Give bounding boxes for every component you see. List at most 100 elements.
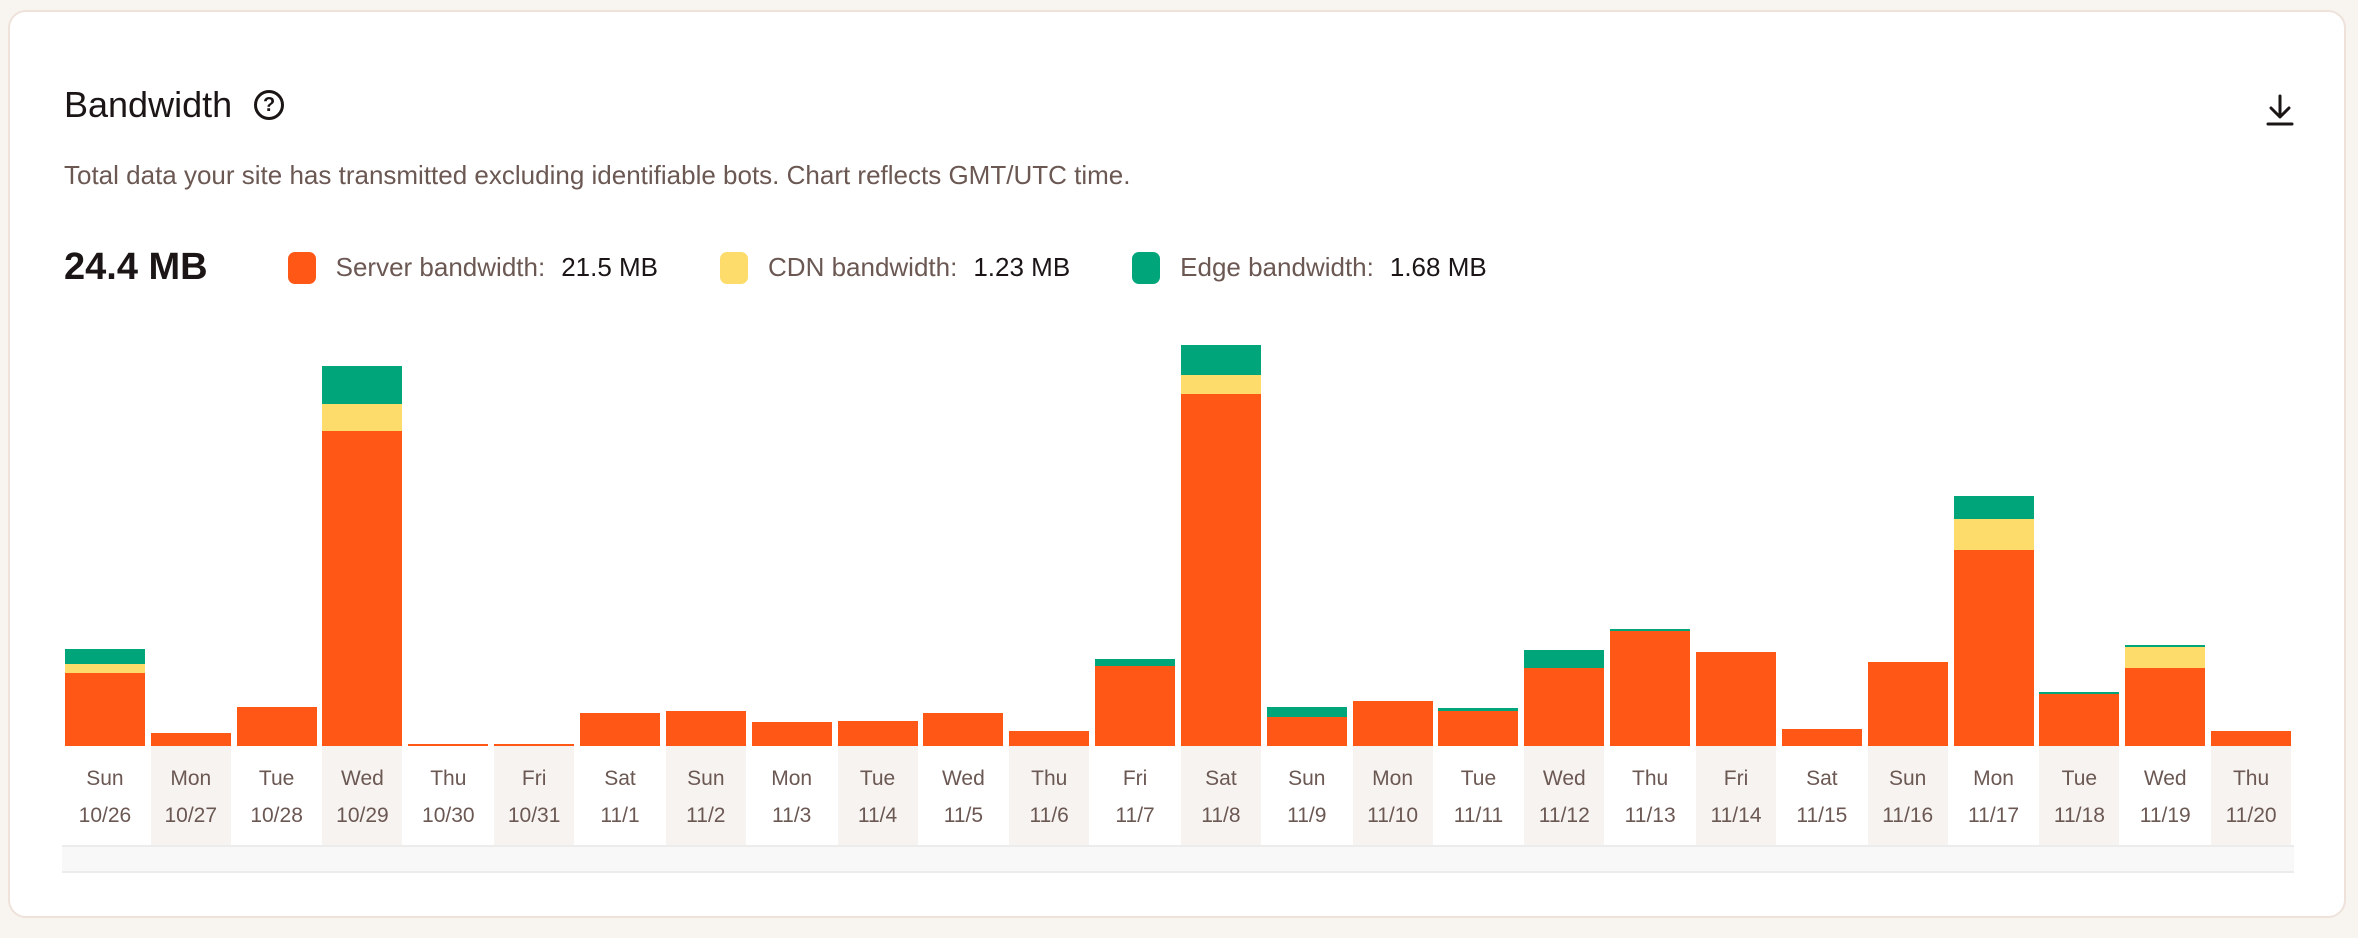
- card-title: Bandwidth: [64, 84, 233, 125]
- x-tick-date: 11/7: [1115, 804, 1155, 827]
- x-tick-label: Thu 11/20: [2211, 746, 2291, 845]
- bar-server-11-1[interactable]: [580, 712, 660, 746]
- bar-server-11-9[interactable]: [1266, 717, 1347, 746]
- bandwidth-chart: Sun 10/26 Mon 10/27 Tue 10/28 Wed 10/29 Thu 10/30…: [62, 300, 2294, 873]
- x-tick-date: 11/10: [1367, 804, 1419, 827]
- bar-server-11-6[interactable]: [1009, 731, 1090, 746]
- x-tick-label: Tue 10/28: [237, 746, 317, 845]
- x-tick-day: Fri: [521, 767, 547, 790]
- bar-server-11-8[interactable]: [1180, 393, 1261, 746]
- x-tick-date: 11/5: [943, 804, 984, 827]
- x-tick-day: Fri: [1723, 767, 1749, 790]
- x-tick-date: 11/19: [2139, 804, 2191, 827]
- bar-server-11-3[interactable]: [751, 721, 832, 746]
- bar-server-11-10[interactable]: [1352, 700, 1433, 746]
- bar-server-11-5[interactable]: [923, 712, 1004, 746]
- legend-value: 1.68 MB: [1389, 252, 1487, 282]
- bar-edge-10-29[interactable]: [322, 366, 403, 405]
- bar-server-11-18[interactable]: [2039, 693, 2120, 746]
- bar-server-11-4[interactable]: [837, 720, 918, 746]
- x-tick-label: Sun 11/2: [666, 746, 746, 845]
- x-tick-date: 11/9: [1287, 804, 1327, 827]
- bar-edge-11-12[interactable]: [1524, 649, 1605, 669]
- bar-server-11-14[interactable]: [1696, 652, 1776, 746]
- bar-cdn-11-8[interactable]: [1180, 375, 1261, 394]
- card-subtitle: Total data your site has transmitted exc…: [64, 160, 1131, 190]
- x-tick-day: Sun: [86, 767, 124, 790]
- x-tick-date: 10/26: [78, 804, 132, 827]
- bar-cdn-10-26[interactable]: [64, 663, 145, 673]
- x-tick-date: 11/17: [1968, 804, 2020, 827]
- header: Bandwidth ?: [64, 84, 285, 126]
- x-tick-day: Mon: [170, 767, 212, 790]
- x-tick-day: Thu: [1031, 767, 1068, 790]
- download-icon[interactable]: [2260, 90, 2300, 130]
- x-tick-label: Tue 11/18: [2039, 746, 2119, 845]
- x-tick-date: 10/30: [422, 804, 475, 827]
- x-tick-label: Sat 11/15: [1782, 746, 1862, 845]
- bar-server-11-15[interactable]: [1781, 729, 1862, 746]
- bar-cdn-10-29[interactable]: [322, 404, 403, 432]
- x-tick-label: Mon 11/3: [752, 746, 832, 845]
- x-tick-label: Tue 11/11: [1438, 746, 1518, 845]
- legend-swatch-cdn: [720, 251, 749, 284]
- bar-edge-11-11[interactable]: [1438, 708, 1519, 711]
- x-tick-label: Mon 10/27: [151, 746, 231, 845]
- x-tick-date: 11/14: [1710, 804, 1762, 827]
- x-tick-day: Thu: [430, 767, 467, 790]
- bar-edge-11-17[interactable]: [1953, 495, 2034, 519]
- bar-edge-10-26[interactable]: [64, 648, 145, 664]
- x-tick-date: 11/8: [1201, 804, 1241, 827]
- bar-server-10-30[interactable]: [408, 744, 489, 746]
- bar-server-11-2[interactable]: [665, 711, 746, 746]
- x-tick-day: Wed: [941, 767, 985, 790]
- x-tick-date: 11/16: [1882, 804, 1934, 827]
- label-column-bg: [1524, 746, 1605, 845]
- bar-server-11-11[interactable]: [1438, 711, 1519, 746]
- bar-server-10-27[interactable]: [150, 732, 231, 746]
- bar-server-10-29[interactable]: [322, 431, 403, 746]
- legend-value: 21.5 MB: [561, 252, 659, 282]
- chart-scrollbar-strip: [62, 845, 2294, 873]
- bar-edge-11-18[interactable]: [2039, 691, 2120, 694]
- bar-server-10-28[interactable]: [236, 706, 317, 746]
- bar-server-11-12[interactable]: [1524, 668, 1605, 746]
- x-tick-label: Wed 11/12: [1524, 746, 1604, 845]
- bar-server-10-26[interactable]: [64, 672, 145, 746]
- bar-edge-11-13[interactable]: [1610, 629, 1691, 632]
- legend-edge: Edge bandwidth: 1.68 MB: [1132, 251, 1487, 284]
- label-column-bg: [494, 746, 575, 845]
- bar-cdn-11-17[interactable]: [1953, 518, 2034, 551]
- x-tick-day: Sat: [1205, 767, 1237, 790]
- x-tick-day: Mon: [771, 767, 813, 790]
- bar-server-10-31[interactable]: [494, 744, 575, 746]
- question-circle-icon[interactable]: ?: [254, 90, 285, 120]
- x-tick-day: Wed: [2143, 767, 2187, 790]
- bar-server-11-7[interactable]: [1095, 666, 1176, 746]
- bar-edge-11-19[interactable]: [2125, 644, 2206, 648]
- x-tick-date: 11/3: [772, 804, 812, 827]
- x-tick-date: 11/15: [1796, 804, 1848, 827]
- label-column-bg: [1009, 746, 1090, 845]
- x-tick-day: Wed: [341, 767, 384, 790]
- bar-edge-11-7[interactable]: [1095, 658, 1176, 667]
- label-column-bg: [322, 746, 403, 845]
- x-tick-label: Fri 10/31: [494, 746, 574, 845]
- bar-edge-11-9[interactable]: [1266, 706, 1347, 718]
- bar-server-11-13[interactable]: [1610, 631, 1691, 746]
- bar-edge-11-8[interactable]: [1180, 345, 1261, 376]
- bar-server-11-17[interactable]: [1953, 550, 2034, 746]
- legend-label: Edge bandwidth:: [1180, 252, 1374, 282]
- bar-cdn-11-19[interactable]: [2125, 647, 2206, 669]
- x-tick-label: Fri 11/7: [1095, 746, 1175, 845]
- bar-server-11-16[interactable]: [1867, 662, 1948, 746]
- label-column-bg: [665, 746, 746, 845]
- bar-server-11-19[interactable]: [2125, 668, 2206, 746]
- x-tick-date: 10/27: [164, 804, 218, 827]
- x-tick-date: 11/11: [1453, 804, 1504, 827]
- x-tick-label: Thu 11/13: [1610, 746, 1690, 845]
- legend-swatch-edge: [1132, 251, 1161, 284]
- x-tick-label: Sun 11/16: [1868, 746, 1948, 845]
- x-tick-date: 11/1: [600, 804, 640, 827]
- bar-server-11-20[interactable]: [2211, 731, 2292, 746]
